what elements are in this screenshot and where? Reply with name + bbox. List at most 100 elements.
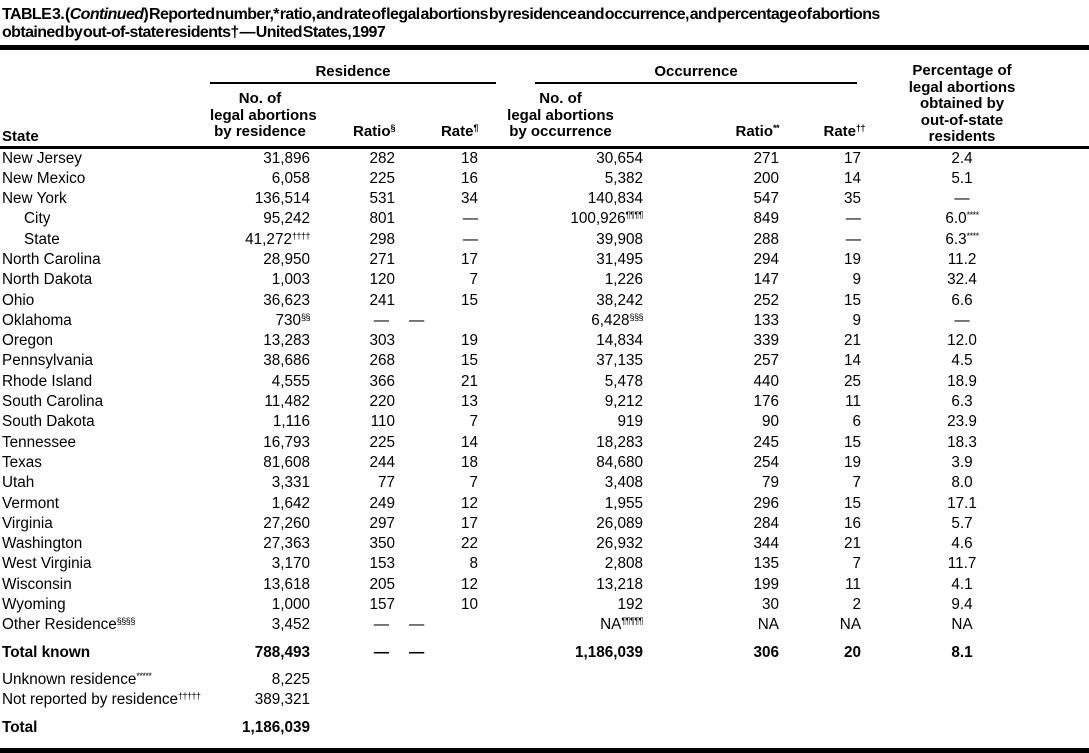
state-cell: Ohio [2,291,35,309]
res-no-cell: 95,242 [263,210,310,228]
footnote-marker: **** [966,230,980,241]
res-no-cell: 27,260 [263,514,310,532]
occ-rate-cell: 16 [844,514,862,532]
table-row: Virginia 27,260 297 17 26,089 284 16 5.7 [0,514,1089,534]
res-rate-cell: 19 [460,332,478,350]
occurrence-group-header: Occurrence [478,62,865,85]
title-line-2: obtained by out-of-state residents† — Un… [2,24,1087,42]
pct-header-line: out-of-state [920,111,1004,129]
pct-header-line: residents [928,128,996,145]
occ-rate-cell: NA [839,616,862,634]
occ-no-cell: 26,932 [596,535,643,553]
state-cell: Unknown residence***** [2,670,152,688]
table-row: Washington 27,363 350 22 26,932 344 21 4.6 [0,534,1089,554]
state-cell: State [24,230,60,248]
table-row: North Dakota 1,003 120 7 1,226 147 9 32.4 [0,270,1089,290]
occ-no-cell: 1,186,039 [574,643,643,661]
pct-cell: 11.2 [947,250,977,268]
res-no-cell: 16,793 [263,433,310,451]
occ-rate-cell: 15 [844,494,862,512]
res-rate-cell: 15 [460,352,478,370]
occ-ratio-cell [643,663,795,690]
res-no-cell: 13,283 [263,332,310,350]
res-ratio-cell: 249 [369,494,395,512]
pct-cell: 5.1 [951,169,973,187]
res-no-header-line: No. of [238,90,282,107]
occ-no-cell: 18,283 [596,433,643,451]
res-no-cell: 1,186,039 [241,718,310,736]
column-header-occ-rate: Rate†† [795,84,866,149]
header-spanner-row: State Residence Occurrence Percentage of… [0,62,1089,149]
table-title: TABLE 3. (Continued) Reported number,* r… [0,0,1089,41]
column-header-state: State [0,62,210,149]
res-ratio-cell [310,711,395,738]
res-no-cell: 730§§ [275,311,311,329]
column-header-res-no: No. of legal abortions by residence [210,84,317,149]
state-cell: Oregon [2,332,54,350]
occ-ratio-cell: 200 [753,169,779,187]
occ-ratio-cell: 147 [753,271,779,289]
res-ratio-cell: 120 [369,271,395,289]
pct-cell: 8.1 [951,643,973,661]
res-no-cell: 81,608 [263,453,310,471]
footnote-marker: §§ [300,311,311,322]
occ-no-cell: 31,495 [596,250,643,268]
occ-rate-label: Rate [823,123,857,140]
column-header-res-rate: Rate¶ [395,84,478,149]
res-rate-footnote-marker: ¶ [473,123,478,133]
res-ratio-cell: 298 [369,230,395,248]
pct-cell: 4.6 [951,535,973,553]
occ-no-cell [478,663,643,690]
state-cell: Texas [2,453,42,471]
occ-rate-cell: 17 [844,149,862,167]
res-rate-label: Rate [440,123,474,140]
pct-cell: — [954,190,970,208]
pct-cell: 4.5 [951,352,973,370]
occ-rate-cell: 19 [844,453,862,471]
occ-rate-cell [795,663,865,690]
table-row: Wisconsin 13,618 205 12 13,218 199 11 4.1 [0,575,1089,595]
res-ratio-cell: 157 [369,596,395,614]
res-rate-cell: 18 [460,149,478,167]
table-row: Oregon 13,283 303 19 14,834 339 21 12.0 [0,331,1089,351]
occ-no-header-line: by occurrence [509,123,612,140]
column-header-occ-no: No. of legal abortions by occurrence [478,84,643,149]
res-rate-cell: 7 [469,271,478,289]
table-row: North Carolina 28,950 271 17 31,495 294 19 11.2 [0,250,1089,270]
res-rate-cell: — [409,643,425,661]
state-cell: Virginia [2,514,53,532]
state-cell: New Jersey [2,149,82,167]
res-rate-cell [395,663,478,690]
occ-no-cell: 2,808 [604,555,643,573]
occ-no-cell: 6,428§§§ [591,311,643,329]
state-cell: Not reported by residence††††† [2,691,201,709]
footnote-marker: ¶¶¶¶ [625,210,644,221]
res-no-cell: 27,363 [263,535,310,553]
res-no-cell: 38,686 [263,352,310,370]
res-rate-cell [395,711,478,738]
occ-ratio-cell: 294 [753,250,779,268]
state-cell: South Dakota [2,413,95,431]
state-cell: City [24,210,51,228]
table-row: West Virginia 3,170 153 8 2,808 135 7 11.7 [0,554,1089,574]
table-row: Tennessee 16,793 225 14 18,283 245 15 18.3 [0,433,1089,453]
footnote-marker: ††††† [178,691,201,702]
res-ratio-cell [310,690,395,710]
occ-no-cell: 39,908 [596,230,643,248]
occ-ratio-cell: 271 [753,149,779,167]
table-row: Total known 788,493 — — 1,186,039 306 20 8.1 [0,636,1089,663]
state-cell: South Carolina [2,393,104,411]
pct-header-line: Percentage of [912,62,1012,79]
res-no-header-line: by residence [214,123,306,140]
occ-no-cell: 192 [617,596,643,614]
occ-rate-cell: 15 [844,433,862,451]
title-prefix: TABLE 3. ( [2,6,70,23]
state-cell: Wisconsin [2,575,72,593]
header-subrow: No. of legal abortions by residence Rati… [0,84,1089,149]
occ-ratio-cell [643,690,795,710]
pct-cell: 11.7 [947,555,977,573]
res-ratio-cell: — [373,311,389,329]
occ-rate-cell: 20 [844,643,862,661]
occ-no-cell: 84,680 [596,453,643,471]
